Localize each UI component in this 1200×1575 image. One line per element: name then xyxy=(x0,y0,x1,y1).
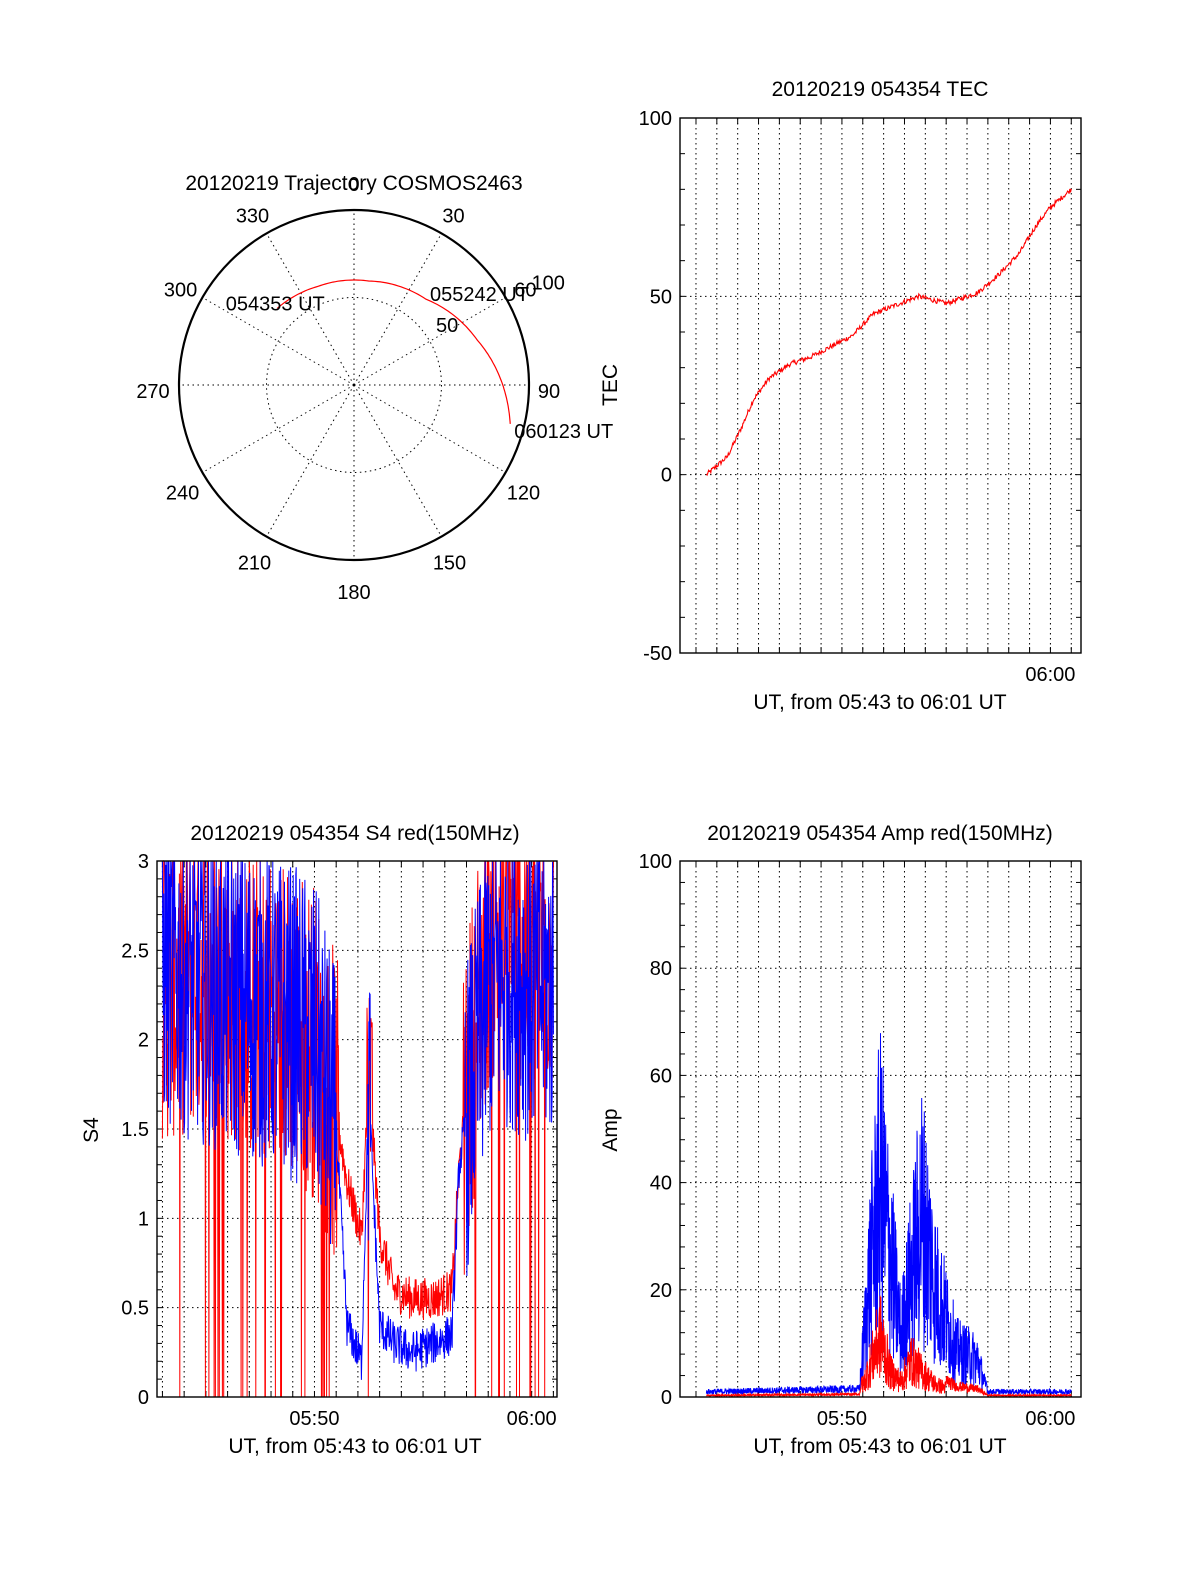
polar-grid xyxy=(177,208,531,562)
x-tick-labels: 05:50 06:00 xyxy=(817,1408,1076,1430)
polar-spoke xyxy=(266,384,355,537)
s4-ylabel: S4 xyxy=(80,1117,103,1143)
polar-angle-label: 240 xyxy=(166,483,199,505)
y-tick-label: -50 xyxy=(643,643,672,665)
polar-radial-labels: 50 100 xyxy=(436,272,565,337)
y-tick-label: 50 xyxy=(650,286,672,308)
polar-radial-label: 50 xyxy=(436,315,458,337)
amp-title: 20120219 054354 Amp red(150MHz) xyxy=(707,822,1053,845)
polar-trajectory xyxy=(276,279,511,424)
polar-annotations: 054353 UT 055242 UT 060123 UT xyxy=(226,284,613,443)
polar-spoke xyxy=(266,233,355,386)
tec-panel: 20120219 054354 TEC UT, from 05:43 to 06… xyxy=(599,78,1082,714)
x-tick-label: 06:00 xyxy=(1025,1408,1075,1430)
amp-ylabel: Amp xyxy=(599,1108,622,1151)
polar-panel: 20120219 Trajectory COSMOS2463 0 30 60 90 12… xyxy=(136,172,613,604)
polar-angle-label: 270 xyxy=(136,381,169,403)
polar-spoke xyxy=(202,297,355,386)
y-tick-label: 3 xyxy=(138,851,149,873)
y-tick-labels: 0 0.5 1 1.5 2 2.5 3 xyxy=(121,851,149,1409)
plot-frame xyxy=(156,860,558,1398)
y-tick-labels: -50 0 50 100 xyxy=(639,108,672,665)
amp-red-series xyxy=(706,1295,1072,1398)
s4-panel: 20120219 054354 S4 red(150MHz) UT, from … xyxy=(80,822,558,1458)
tec-xlabel: UT, from 05:43 to 06:01 UT xyxy=(753,691,1006,714)
y-tick-label: 0 xyxy=(661,1387,672,1409)
grid-lines xyxy=(680,117,1081,654)
amp-panel: 20120219 054354 Amp red(150MHz) UT, from… xyxy=(599,822,1082,1458)
polar-spoke xyxy=(202,384,355,473)
polar-angle-label: 90 xyxy=(538,381,560,403)
x-tick-label: 06:00 xyxy=(507,1408,557,1430)
polar-angle-label: 150 xyxy=(433,552,466,574)
axis-ticks xyxy=(680,117,1081,654)
x-tick-labels: 05:50 06:00 xyxy=(289,1408,556,1430)
y-tick-label: 1.5 xyxy=(121,1119,149,1141)
polar-trajectory-line xyxy=(276,279,511,424)
polar-angle-label: 180 xyxy=(337,582,370,604)
tec-title: 20120219 054354 TEC xyxy=(772,78,989,101)
polar-grid-ring xyxy=(266,297,442,473)
amp-xlabel: UT, from 05:43 to 06:01 UT xyxy=(753,1435,1006,1458)
polar-spoke xyxy=(353,384,506,473)
y-tick-label: 60 xyxy=(650,1065,672,1087)
plot-frame xyxy=(679,860,1082,1398)
axis-ticks xyxy=(680,860,1081,1398)
y-tick-label: 100 xyxy=(639,108,672,130)
x-tick-labels: 06:00 xyxy=(1025,664,1075,686)
polar-angle-labels: 0 30 60 90 120 150 180 210 240 270 300 330 xyxy=(136,174,560,604)
series-group xyxy=(705,188,1072,477)
polar-angle-label: 60 xyxy=(514,280,536,302)
polar-angle-label: 0 xyxy=(348,174,359,196)
y-tick-label: 0 xyxy=(661,465,672,487)
y-tick-label: 2 xyxy=(138,1030,149,1052)
x-tick-label: 06:00 xyxy=(1025,664,1075,686)
s4-xlabel: UT, from 05:43 to 06:01 UT xyxy=(228,1435,481,1458)
y-tick-labels: 0 20 40 60 80 100 xyxy=(639,851,672,1409)
polar-angle-label: 300 xyxy=(164,280,197,302)
x-tick-label: 05:50 xyxy=(817,1408,867,1430)
polar-radial-label: 100 xyxy=(532,272,565,294)
amp-blue-series xyxy=(705,1033,1072,1397)
polar-angle-label: 210 xyxy=(238,552,271,574)
polar-annotation: 055242 UT xyxy=(430,284,529,306)
tec-ylabel: TEC xyxy=(599,364,622,406)
polar-spoke xyxy=(353,233,442,386)
tec-series-line xyxy=(705,188,1072,477)
plot-frame xyxy=(679,117,1082,654)
y-tick-label: 100 xyxy=(639,851,672,873)
y-tick-label: 1 xyxy=(138,1208,149,1230)
series-group xyxy=(705,1033,1072,1398)
y-tick-label: 40 xyxy=(650,1173,672,1195)
polar-annotation: 054353 UT xyxy=(226,293,325,315)
s4-red-series xyxy=(161,859,554,1398)
polar-angle-label: 120 xyxy=(507,483,540,505)
y-tick-label: 0.5 xyxy=(121,1298,149,1320)
polar-outer-ring xyxy=(177,208,531,562)
polar-angle-label: 30 xyxy=(442,206,464,228)
polar-title: 20120219 Trajectory COSMOS2463 xyxy=(185,172,522,195)
polar-spoke xyxy=(353,384,442,537)
polar-angle-label: 330 xyxy=(236,206,269,228)
polar-annotation: 060123 UT xyxy=(514,421,613,443)
y-tick-label: 2.5 xyxy=(121,940,149,962)
y-tick-label: 80 xyxy=(650,958,672,980)
y-tick-label: 20 xyxy=(650,1280,672,1302)
polar-spoke xyxy=(353,297,506,386)
s4-title: 20120219 054354 S4 red(150MHz) xyxy=(190,822,519,845)
x-tick-label: 05:50 xyxy=(289,1408,339,1430)
y-tick-label: 0 xyxy=(138,1387,149,1409)
